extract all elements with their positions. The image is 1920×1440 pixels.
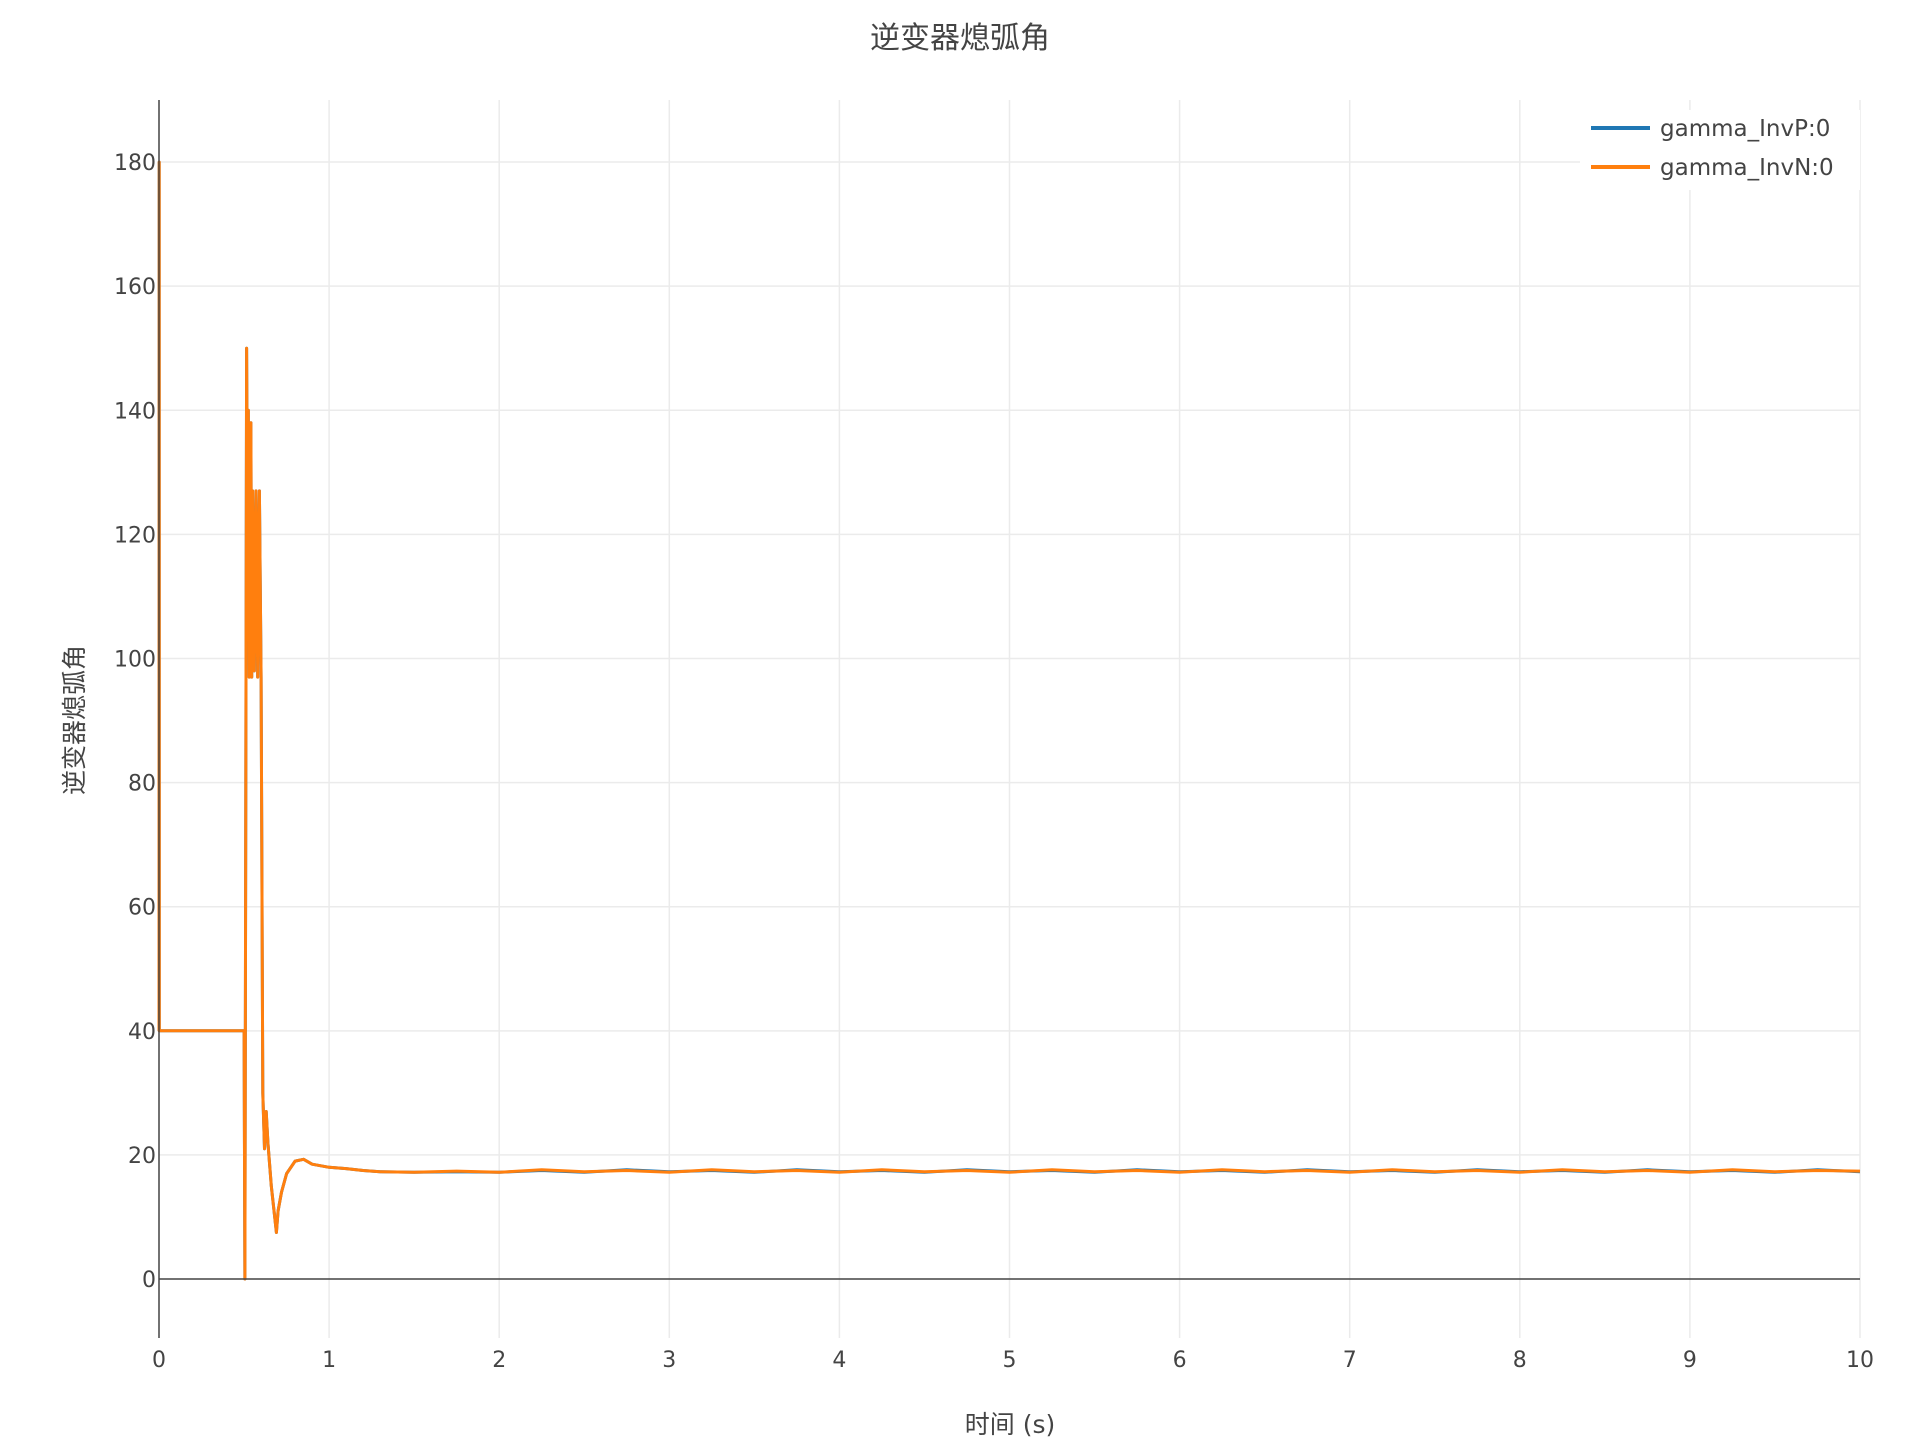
y-tick-label: 140 [114, 399, 156, 424]
y-tick-label: 20 [128, 1144, 156, 1169]
y-tick-label: 160 [114, 275, 156, 300]
y-tick-label: 60 [128, 896, 156, 921]
x-tick-label: 6 [1173, 1348, 1187, 1373]
chart-title: 逆变器熄弧角 [870, 21, 1050, 56]
y-tick-label: 40 [128, 1020, 156, 1045]
y-tick-label: 180 [114, 151, 156, 176]
x-tick-label: 3 [662, 1348, 676, 1373]
legend-label: gamma_InvP:0 [1660, 116, 1830, 142]
y-tick-label: 80 [128, 772, 156, 797]
y-axis-label: 逆变器熄弧角 [60, 645, 89, 795]
y-tick-label: 100 [114, 647, 156, 672]
legend-background [1580, 110, 1860, 190]
x-tick-label: 1 [322, 1348, 336, 1373]
plot-area[interactable] [157, 160, 1861, 1281]
x-tick-label: 2 [492, 1348, 506, 1373]
y-axis-ticks: 0 20 40 60 80 100 120 140 160 180 [114, 151, 156, 1293]
grid [159, 100, 1861, 1338]
legend-label: gamma_InvN:0 [1660, 155, 1834, 181]
y-tick-label: 0 [142, 1268, 156, 1293]
x-axis-ticks: 0 1 2 3 4 5 6 7 8 9 10 [152, 1348, 1874, 1373]
x-tick-label: 5 [1003, 1348, 1017, 1373]
x-tick-label: 4 [832, 1348, 846, 1373]
x-tick-label: 10 [1846, 1348, 1874, 1373]
x-axis-label: 时间 (s) [965, 1410, 1055, 1439]
legend[interactable]: gamma_InvP:0 gamma_InvN:0 [1580, 110, 1860, 190]
y-tick-label: 120 [114, 523, 156, 548]
x-tick-label: 8 [1513, 1348, 1527, 1373]
x-tick-label: 7 [1343, 1348, 1357, 1373]
x-tick-label: 0 [152, 1348, 166, 1373]
x-tick-label: 9 [1683, 1348, 1697, 1373]
series-line-1[interactable] [157, 160, 1861, 1281]
axes [158, 100, 1860, 1338]
